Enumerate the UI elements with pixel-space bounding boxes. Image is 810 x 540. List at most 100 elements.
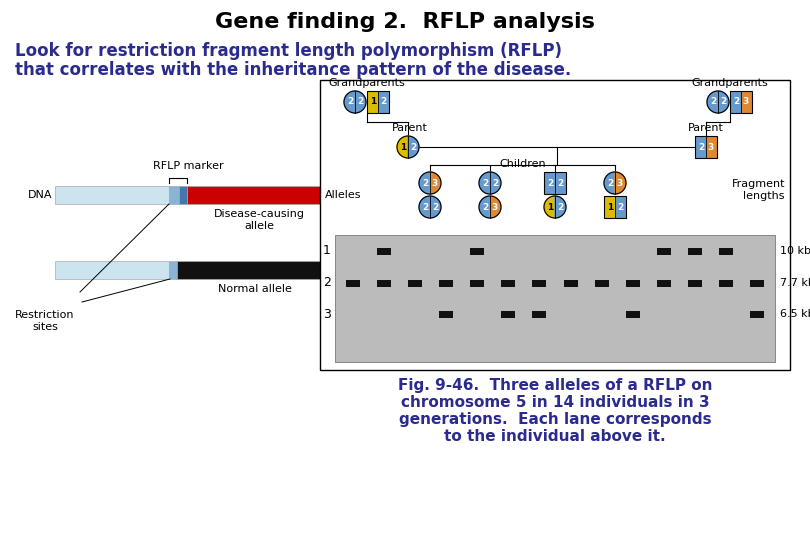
Polygon shape bbox=[430, 172, 441, 194]
Text: Grandparents: Grandparents bbox=[692, 78, 769, 88]
Text: 2: 2 bbox=[492, 179, 498, 187]
Polygon shape bbox=[479, 196, 490, 218]
Polygon shape bbox=[397, 136, 408, 158]
Bar bbox=[377, 247, 391, 254]
Text: chromosome 5 in 14 individuals in 3: chromosome 5 in 14 individuals in 3 bbox=[401, 395, 710, 410]
Polygon shape bbox=[355, 91, 366, 113]
Bar bbox=[346, 280, 360, 287]
Text: 2: 2 bbox=[422, 202, 428, 212]
Polygon shape bbox=[479, 172, 490, 194]
Bar bbox=[532, 280, 547, 287]
Bar bbox=[625, 310, 640, 318]
Text: 2: 2 bbox=[556, 179, 563, 187]
Bar bbox=[332, 261, 365, 279]
Bar bbox=[335, 235, 775, 362]
Bar bbox=[501, 280, 515, 287]
Text: 2: 2 bbox=[357, 98, 363, 106]
Text: Parent: Parent bbox=[688, 123, 724, 133]
Bar bbox=[688, 280, 701, 287]
Text: 2: 2 bbox=[380, 98, 386, 106]
Bar bbox=[695, 136, 717, 158]
Text: Restriction
sites: Restriction sites bbox=[15, 310, 75, 332]
Text: 2: 2 bbox=[556, 202, 563, 212]
Text: 1: 1 bbox=[547, 202, 553, 212]
Bar bbox=[719, 280, 733, 287]
Bar bbox=[564, 280, 578, 287]
Text: Fragment
lengths: Fragment lengths bbox=[731, 179, 785, 201]
Bar bbox=[169, 261, 177, 279]
Bar bbox=[177, 261, 332, 279]
Text: 2: 2 bbox=[733, 98, 740, 106]
Text: RFLP marker: RFLP marker bbox=[153, 161, 224, 171]
Text: Fig. 9-46.  Three alleles of a RFLP on: Fig. 9-46. Three alleles of a RFLP on bbox=[398, 378, 712, 393]
Bar bbox=[544, 172, 566, 194]
Bar bbox=[408, 280, 422, 287]
Text: Look for restriction fragment length polymorphism (RFLP): Look for restriction fragment length pol… bbox=[15, 42, 562, 60]
Text: 1: 1 bbox=[323, 245, 331, 258]
Polygon shape bbox=[490, 172, 501, 194]
Text: 1: 1 bbox=[607, 202, 613, 212]
Polygon shape bbox=[544, 196, 555, 218]
Text: 3: 3 bbox=[323, 307, 331, 321]
Text: 3: 3 bbox=[617, 179, 623, 187]
Bar bbox=[367, 91, 378, 113]
Bar bbox=[377, 280, 391, 287]
Text: 3: 3 bbox=[708, 143, 714, 152]
Bar bbox=[741, 91, 752, 113]
Text: 2: 2 bbox=[422, 179, 428, 187]
Text: to the individual above it.: to the individual above it. bbox=[444, 429, 666, 444]
Text: 2: 2 bbox=[482, 202, 488, 212]
Bar bbox=[179, 186, 187, 204]
Bar bbox=[688, 247, 701, 254]
Bar bbox=[657, 247, 671, 254]
Bar bbox=[55, 186, 169, 204]
Text: Alleles: Alleles bbox=[325, 190, 361, 200]
Bar bbox=[719, 247, 733, 254]
Text: DNA: DNA bbox=[28, 190, 52, 200]
Text: 3: 3 bbox=[432, 179, 438, 187]
Bar bbox=[657, 280, 671, 287]
Bar bbox=[604, 196, 615, 218]
Text: 2: 2 bbox=[347, 98, 353, 106]
Text: 2: 2 bbox=[607, 179, 613, 187]
Text: 2: 2 bbox=[482, 179, 488, 187]
Polygon shape bbox=[615, 172, 626, 194]
Text: Grandparents: Grandparents bbox=[329, 78, 405, 88]
Text: 2: 2 bbox=[698, 143, 704, 152]
Bar bbox=[695, 136, 706, 158]
Bar bbox=[367, 91, 389, 113]
Bar bbox=[501, 310, 515, 318]
Bar bbox=[187, 186, 332, 204]
Bar bbox=[378, 91, 389, 113]
Bar bbox=[471, 247, 484, 254]
Bar bbox=[544, 172, 555, 194]
Polygon shape bbox=[419, 196, 430, 218]
Text: 2: 2 bbox=[432, 202, 438, 212]
Text: Gene finding 2.  RFLP analysis: Gene finding 2. RFLP analysis bbox=[215, 12, 595, 32]
Polygon shape bbox=[430, 196, 441, 218]
Polygon shape bbox=[555, 196, 566, 218]
Text: 2: 2 bbox=[410, 143, 416, 152]
Polygon shape bbox=[707, 91, 718, 113]
Text: Normal allele: Normal allele bbox=[218, 284, 292, 294]
Bar bbox=[555, 172, 566, 194]
Text: that correlates with the inheritance pattern of the disease.: that correlates with the inheritance pat… bbox=[15, 61, 571, 79]
Text: 2: 2 bbox=[710, 98, 716, 106]
Text: 2: 2 bbox=[547, 179, 553, 187]
Bar bbox=[730, 91, 752, 113]
Bar bbox=[604, 196, 626, 218]
Bar bbox=[615, 196, 626, 218]
Text: Children: Children bbox=[499, 159, 546, 169]
Polygon shape bbox=[604, 172, 615, 194]
Bar bbox=[625, 280, 640, 287]
Bar bbox=[532, 310, 547, 318]
Bar bbox=[471, 280, 484, 287]
Bar bbox=[750, 310, 764, 318]
Text: 3: 3 bbox=[743, 98, 749, 106]
Text: 2: 2 bbox=[617, 202, 623, 212]
Bar bbox=[332, 186, 365, 204]
Bar bbox=[730, 91, 741, 113]
Text: 1: 1 bbox=[400, 143, 406, 152]
Bar bbox=[439, 310, 454, 318]
Text: 7.7 kb: 7.7 kb bbox=[780, 278, 810, 288]
